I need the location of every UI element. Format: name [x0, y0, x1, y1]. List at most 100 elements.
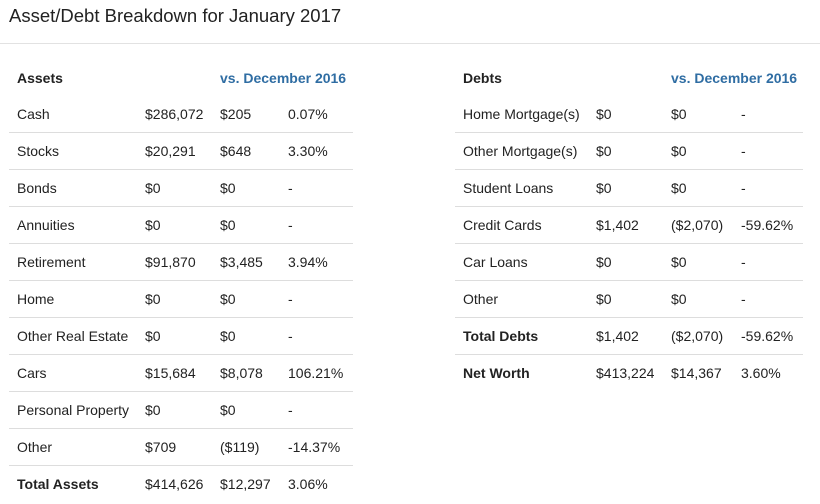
asset-value: $15,684 — [137, 354, 212, 392]
asset-total-change: $12,297 — [212, 465, 280, 502]
asset-label: Stocks — [9, 132, 137, 170]
asset-percent-change: -14.37% — [280, 428, 353, 466]
asset-row: Cars $15,684 $8,078 106.21% — [9, 354, 353, 392]
asset-total-row: Total Assets $414,626 $12,297 3.06% — [9, 465, 353, 502]
assets-comparison-header: vs. December 2016 — [220, 70, 347, 86]
debt-value: $1,402 — [588, 206, 663, 244]
asset-row: Annuities $0 $0- — [9, 206, 353, 244]
asset-percent-change: 3.30% — [280, 132, 353, 170]
asset-total-percent-change: 3.06% — [280, 465, 353, 502]
debts-comparison-header: vs. December 2016 — [671, 70, 798, 86]
debt-row: Other Mortgage(s) $0 $0- — [455, 132, 803, 170]
asset-row: Cash $286,072 $205 0.07% — [9, 96, 353, 133]
net-worth-row: Net Worth $413,224 $14,367 3.60% — [455, 354, 803, 391]
asset-value: $0 — [137, 317, 212, 355]
debt-row: Home Mortgage(s) $0 $0 - — [455, 96, 803, 133]
debts-header-row: Debts vs. December 2016 — [455, 60, 803, 96]
asset-row: Other $709 ($119) -14.37% — [9, 428, 353, 466]
debt-label: Home Mortgage(s) — [463, 106, 580, 122]
asset-total-label: Total Assets — [9, 465, 137, 502]
debt-percent-change: - — [741, 106, 746, 122]
asset-label: Home — [9, 280, 137, 318]
page-title: Asset/Debt Breakdown for January 2017 — [9, 5, 342, 26]
assets-header-spacer — [137, 60, 212, 96]
asset-value: $286,072 — [145, 106, 204, 122]
asset-change: $0 — [212, 280, 280, 318]
asset-label: Cars — [9, 354, 137, 392]
asset-percent-change: - — [280, 317, 353, 355]
assets-header-row: Assets vs. December 2016 — [9, 60, 353, 96]
debt-value: $0 — [588, 243, 663, 281]
asset-change: $0 — [212, 206, 280, 244]
debt-change: ($2,070) — [663, 206, 733, 244]
debt-total-row: Total Debts $1,402 ($2,070) -59.62% — [455, 317, 803, 355]
asset-value: $91,870 — [137, 243, 212, 281]
asset-change: $8,078 — [212, 354, 280, 392]
debt-row: Credit Cards $1,402 ($2,070) -59.62% — [455, 206, 803, 244]
asset-change: $3,485 — [212, 243, 280, 281]
debt-label: Other — [455, 280, 588, 318]
asset-value: $709 — [137, 428, 212, 466]
debt-change: $0 — [663, 132, 733, 170]
asset-change: $648 — [212, 132, 280, 170]
asset-change: $0 — [212, 169, 280, 207]
debt-change: $0 — [663, 169, 733, 207]
asset-row: Retirement $91,870 $3,485 3.94% — [9, 243, 353, 281]
debt-value: $0 — [596, 106, 612, 122]
asset-row: Stocks $20,291 $648 3.30% — [9, 132, 353, 170]
asset-value: $20,291 — [137, 132, 212, 170]
debt-label: Other Mortgage(s) — [455, 132, 588, 170]
asset-label: Other Real Estate — [9, 317, 137, 355]
asset-total-value: $414,626 — [137, 465, 212, 502]
debt-row: Other $0 $0- — [455, 280, 803, 318]
debt-percent-change: - — [733, 132, 803, 170]
debt-value: $0 — [588, 132, 663, 170]
debts-header-spacer — [588, 60, 663, 96]
debt-total-percent-change: -59.62% — [733, 317, 803, 355]
debt-change: $0 — [663, 280, 733, 318]
asset-percent-change: - — [280, 206, 353, 244]
asset-change: $205 — [220, 106, 252, 122]
debt-row: Student Loans $0 $0- — [455, 169, 803, 207]
asset-row: Personal Property $0 $0- — [9, 391, 353, 429]
asset-row: Other Real Estate $0 $0- — [9, 317, 353, 355]
asset-change: $0 — [212, 317, 280, 355]
asset-value: $0 — [137, 280, 212, 318]
net-worth-change: $14,367 — [663, 354, 733, 391]
asset-change: $0 — [212, 391, 280, 429]
asset-label: Cash — [17, 106, 50, 122]
debts-header: Debts — [463, 70, 502, 86]
asset-row: Bonds $0 $0- — [9, 169, 353, 207]
asset-percent-change: - — [280, 391, 353, 429]
asset-value: $0 — [137, 391, 212, 429]
debt-percent-change: - — [733, 280, 803, 318]
debt-percent-change: - — [733, 169, 803, 207]
debts-table: Debts vs. December 2016 Home Mortgage(s)… — [455, 60, 803, 391]
debt-label: Credit Cards — [455, 206, 588, 244]
debt-total-label: Total Debts — [455, 317, 588, 355]
title-divider — [0, 43, 820, 44]
debt-value: $0 — [588, 280, 663, 318]
debt-total-change: ($2,070) — [663, 317, 733, 355]
asset-percent-change: - — [280, 169, 353, 207]
asset-label: Bonds — [9, 169, 137, 207]
net-worth-percent-change: 3.60% — [733, 354, 803, 391]
asset-row: Home $0 $0- — [9, 280, 353, 318]
asset-label: Annuities — [9, 206, 137, 244]
debt-change: $0 — [671, 106, 687, 122]
asset-label: Other — [9, 428, 137, 466]
asset-change: ($119) — [212, 428, 280, 466]
debt-value: $0 — [588, 169, 663, 207]
net-worth-value: $413,224 — [588, 354, 663, 391]
asset-percent-change: 106.21% — [280, 354, 353, 392]
asset-value: $0 — [137, 169, 212, 207]
asset-percent-change: - — [280, 280, 353, 318]
asset-label: Personal Property — [9, 391, 137, 429]
debt-label: Student Loans — [455, 169, 588, 207]
asset-label: Retirement — [9, 243, 137, 281]
debt-row: Car Loans $0 $0- — [455, 243, 803, 281]
asset-percent-change: 0.07% — [288, 106, 328, 122]
assets-table: Assets vs. December 2016 Cash $286,072 $20… — [9, 60, 353, 502]
debt-percent-change: -59.62% — [733, 206, 803, 244]
debt-percent-change: - — [733, 243, 803, 281]
